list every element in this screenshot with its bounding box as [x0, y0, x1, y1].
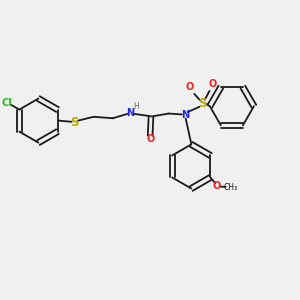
Text: N: N [126, 108, 134, 118]
Text: H: H [133, 102, 139, 111]
Text: S: S [70, 116, 79, 129]
Text: O: O [146, 134, 154, 144]
Text: S: S [198, 97, 207, 110]
Text: O: O [208, 79, 217, 89]
Text: Cl: Cl [1, 98, 12, 107]
Text: O: O [186, 82, 194, 92]
Text: CH₃: CH₃ [224, 183, 238, 192]
Text: O: O [213, 181, 221, 191]
Text: N: N [181, 110, 189, 120]
